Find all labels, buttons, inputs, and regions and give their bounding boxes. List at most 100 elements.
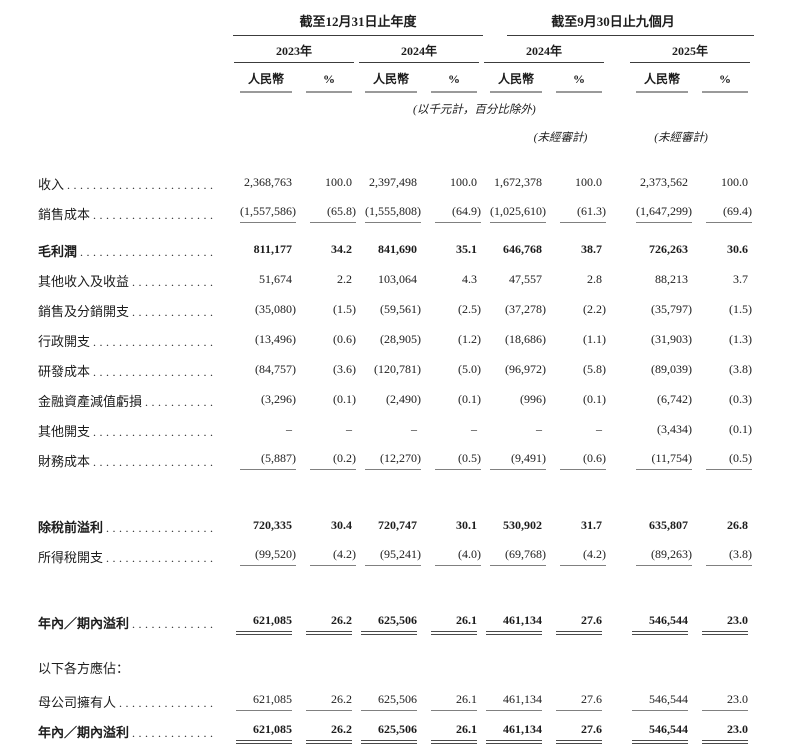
cell-value-text: 100.0 bbox=[325, 175, 352, 189]
row-label-text: 銷售成本 bbox=[38, 207, 91, 222]
cell-value: (5.0) bbox=[423, 354, 483, 384]
cell-value-text: (61.3) bbox=[560, 204, 607, 223]
period-group-annual-title: 截至12月31日止年度 bbox=[233, 11, 484, 36]
cell-value: (9,491) bbox=[483, 444, 548, 474]
cell-value-text: 2,373,562 bbox=[640, 175, 689, 189]
cell-value: 47,557 bbox=[483, 264, 548, 294]
dot-leader bbox=[80, 245, 217, 260]
cell-value-text: (5.8) bbox=[583, 362, 607, 376]
cell-value-text: (89,263) bbox=[636, 547, 693, 566]
dot-leader bbox=[93, 365, 217, 380]
cell-value-text: 26.1 bbox=[431, 692, 478, 711]
row-label: 以下各方應佔： bbox=[38, 658, 754, 685]
cell-value-text: (28,905) bbox=[380, 332, 421, 346]
header-sub-row: 人民幣 % 人民幣 % 人民幣 % 人民幣 % bbox=[38, 63, 754, 93]
cell-value-text: 621,085 bbox=[236, 722, 292, 744]
cell-value: (996) bbox=[483, 384, 548, 414]
cell-value: 621,085 bbox=[233, 715, 298, 745]
cell-value: 2.2 bbox=[298, 264, 358, 294]
cell-value-text: (99,520) bbox=[240, 547, 296, 566]
spacer-row bbox=[38, 474, 754, 510]
row-label: 其他收入及收益 bbox=[38, 264, 233, 294]
cell-value-text: 30.6 bbox=[727, 242, 749, 256]
cell-value: 720,747 bbox=[358, 510, 423, 540]
cell-value-text: 841,690 bbox=[378, 242, 417, 256]
cell-value-text: 2,368,763 bbox=[244, 175, 292, 189]
spacer bbox=[38, 474, 754, 510]
cell-value: 530,902 bbox=[483, 510, 548, 540]
row-label-text: 金融資產減值虧損 bbox=[38, 394, 143, 409]
row-label-text: 其他開支 bbox=[38, 424, 91, 439]
cell-value: (84,757) bbox=[233, 354, 298, 384]
cell-value: (0.5) bbox=[694, 444, 754, 474]
cell-value-text: (0.1) bbox=[333, 392, 356, 406]
cell-value-text: (84,757) bbox=[255, 362, 296, 376]
spacer bbox=[38, 570, 754, 606]
cell-value-text: (3,296) bbox=[261, 392, 296, 406]
row-label-text: 收入 bbox=[38, 177, 65, 192]
cell-value-text: – bbox=[286, 422, 292, 436]
cell-value-text: 461,134 bbox=[486, 613, 543, 635]
cell-value: 546,544 bbox=[608, 606, 694, 636]
cell-value: 27.6 bbox=[548, 606, 608, 636]
cell-value-text: (0.2) bbox=[310, 451, 356, 470]
table-row: 收入 2,368,763 100.0 2,397,498 100.0 1,672,378 1… bbox=[38, 167, 754, 197]
cell-value-text: (64.9) bbox=[435, 204, 482, 223]
cell-value-text: (1.3) bbox=[729, 332, 753, 346]
dot-leader bbox=[132, 726, 217, 741]
cell-value: 23.0 bbox=[694, 606, 754, 636]
cell-value: (11,754) bbox=[608, 444, 694, 474]
cell-value-text: (2,490) bbox=[386, 392, 421, 406]
cell-value: (1.2) bbox=[423, 324, 483, 354]
cell-value: 26.1 bbox=[423, 715, 483, 745]
cell-value: (1.1) bbox=[548, 324, 608, 354]
cell-value-text: 720,335 bbox=[253, 518, 292, 532]
row-label: 毛利潤 bbox=[38, 227, 233, 264]
cell-value-text: 4.3 bbox=[462, 272, 478, 286]
cell-value: (1.5) bbox=[694, 294, 754, 324]
cell-value: (61.3) bbox=[548, 197, 608, 227]
unit-note: (以千元計，百分比除外) bbox=[413, 104, 536, 116]
row-label-text: 研發成本 bbox=[38, 364, 91, 379]
cell-value-text: 26.2 bbox=[306, 722, 352, 744]
cell-value: – bbox=[298, 414, 358, 444]
row-label: 年內／期內溢利 bbox=[38, 606, 233, 636]
cell-value-text: (59,561) bbox=[380, 302, 421, 316]
cell-value-text: 726,263 bbox=[649, 242, 689, 256]
cell-value-text: (0.3) bbox=[729, 392, 753, 406]
cell-value: 720,335 bbox=[233, 510, 298, 540]
row-label-text: 以下各方應佔： bbox=[38, 661, 130, 676]
cell-value: (13,496) bbox=[233, 324, 298, 354]
cell-value: 2,373,562 bbox=[608, 167, 694, 197]
cell-value-text: (37,278) bbox=[505, 302, 547, 316]
cell-value: (59,561) bbox=[358, 294, 423, 324]
period-group-annual: 截至12月31日止年度 bbox=[233, 8, 484, 36]
cell-value: (2.2) bbox=[548, 294, 608, 324]
cell-value-text: 546,544 bbox=[632, 722, 689, 744]
year-2025-ninemonth: 2025年 bbox=[608, 36, 754, 63]
cell-value-text: (1,647,299) bbox=[636, 204, 693, 223]
cell-value-text: 47,557 bbox=[509, 272, 543, 286]
cell-value: 30.6 bbox=[694, 227, 754, 264]
cell-value-text: 23.0 bbox=[702, 692, 749, 711]
header-gap-row bbox=[38, 147, 754, 167]
cell-value: (0.1) bbox=[548, 384, 608, 414]
cell-value: 100.0 bbox=[694, 167, 754, 197]
cell-value-text: – bbox=[411, 422, 417, 436]
cell-value-text: (4.2) bbox=[560, 547, 607, 566]
cell-value-text: 625,506 bbox=[361, 692, 417, 711]
cell-value-text: – bbox=[346, 422, 352, 436]
cell-value: 34.2 bbox=[298, 227, 358, 264]
table-row: 年內／期內溢利 621,085 26.2 625,506 26.1 461,134 27.6… bbox=[38, 606, 754, 636]
cell-value: (0.5) bbox=[423, 444, 483, 474]
row-label: 研發成本 bbox=[38, 354, 233, 384]
row-label-text: 母公司擁有人 bbox=[38, 695, 117, 710]
cell-value-text: 461,134 bbox=[486, 692, 543, 711]
dot-leader bbox=[106, 521, 217, 536]
cell-value: – bbox=[548, 414, 608, 444]
cell-value: (12,270) bbox=[358, 444, 423, 474]
cell-value: (28,905) bbox=[358, 324, 423, 354]
cell-value-text: 23.0 bbox=[702, 722, 749, 744]
cell-value-text: (4.0) bbox=[435, 547, 482, 566]
row-label-text: 其他收入及收益 bbox=[38, 274, 130, 289]
